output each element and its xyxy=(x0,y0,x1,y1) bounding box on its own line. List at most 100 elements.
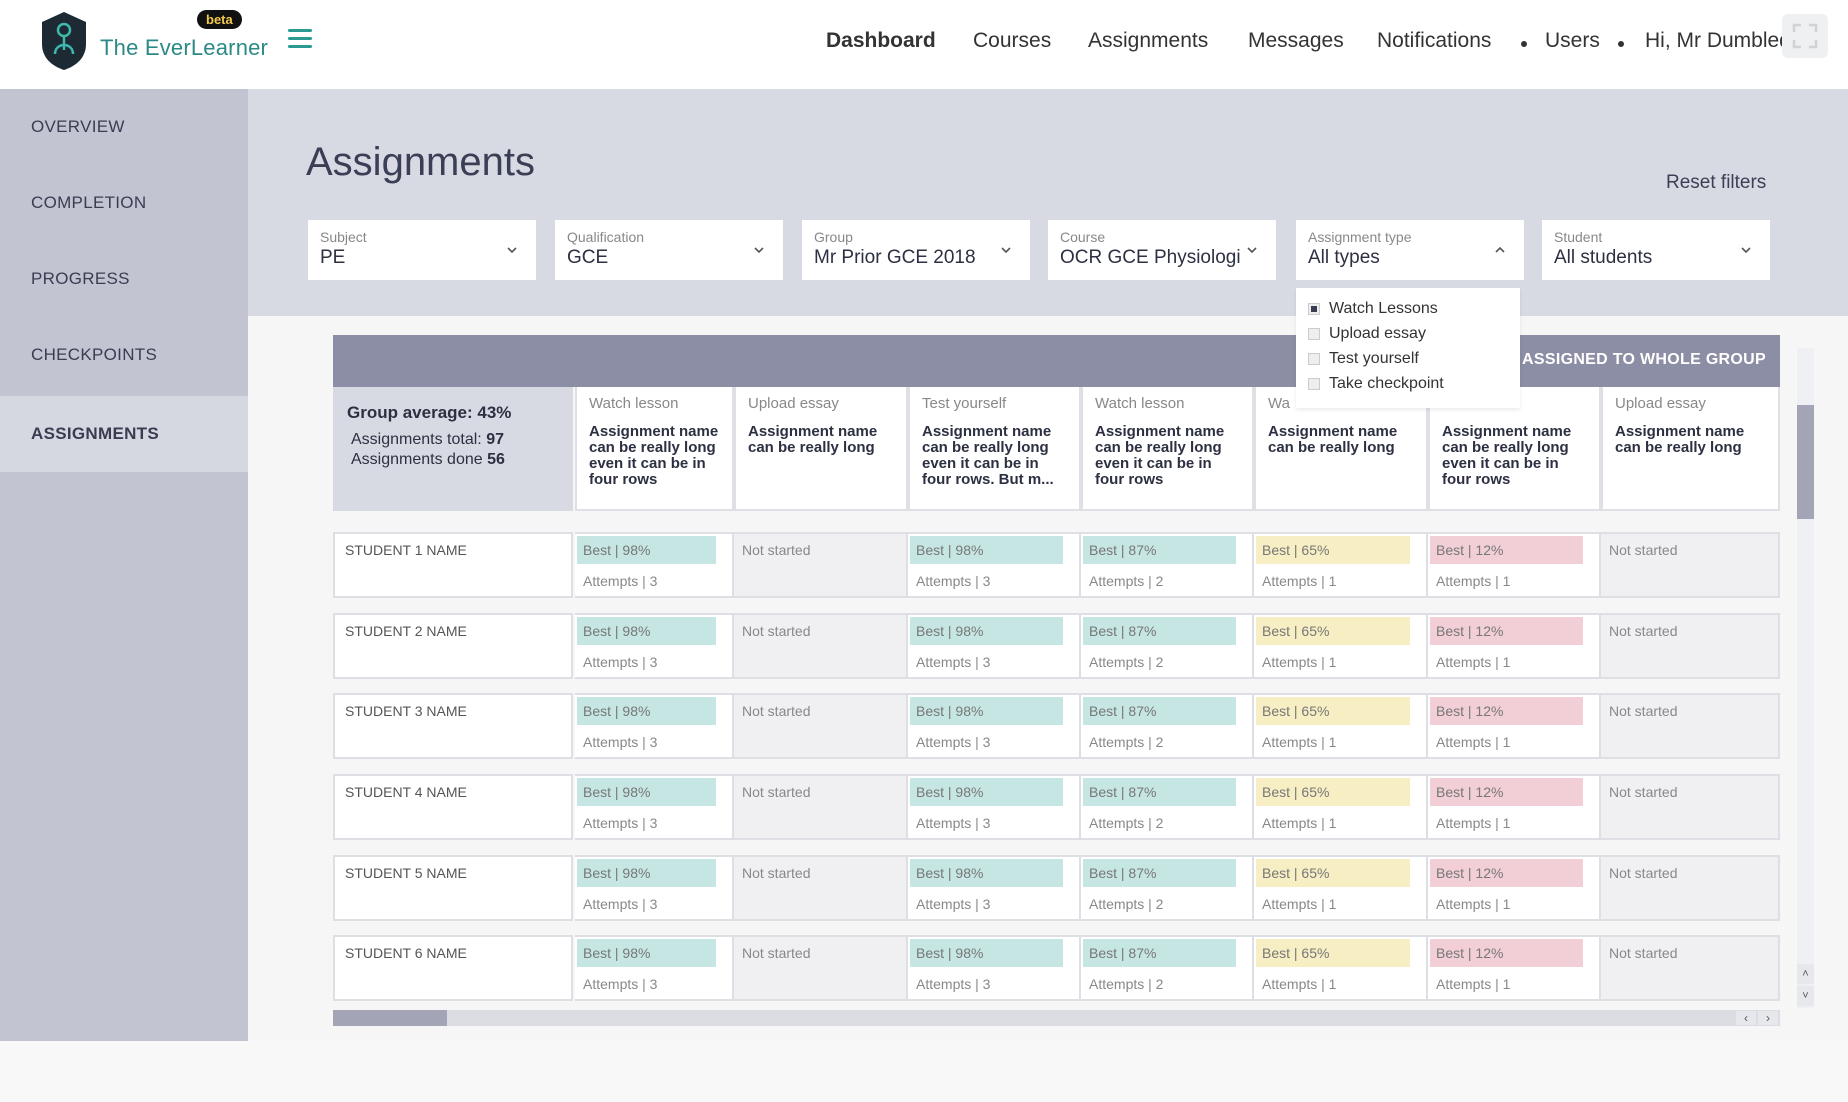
reset-filters-link[interactable]: Reset filters xyxy=(1666,172,1767,193)
attempts-count: Attempts | 3 xyxy=(916,896,991,912)
nav-assignments[interactable]: Assignments xyxy=(1088,29,1209,52)
assignment-result-cell[interactable]: Best | 65% Attempts | 1 xyxy=(1254,774,1428,840)
dropdown-option-take-checkpoint[interactable]: Take checkpoint xyxy=(1308,371,1508,396)
assignment-result-cell[interactable]: Best | 87% Attempts | 2 xyxy=(1081,693,1254,759)
assignment-result-cell[interactable]: Best | 87% Attempts | 2 xyxy=(1081,532,1254,598)
assignment-result-cell[interactable]: Not started xyxy=(1601,855,1780,921)
subject-filter[interactable]: Subject PE xyxy=(308,220,536,280)
student-filter[interactable]: Student All students xyxy=(1542,220,1770,280)
assignment-result-cell[interactable]: Best | 87% Attempts | 2 xyxy=(1081,855,1254,921)
assignment-result-cell[interactable]: Best | 12% Attempts | 1 xyxy=(1428,774,1601,840)
nav-user-greeting[interactable]: Hi, Mr Dumbledore xyxy=(1645,29,1822,52)
nav-users[interactable]: Users xyxy=(1545,29,1600,52)
checkbox[interactable] xyxy=(1308,352,1320,365)
assignment-result-cell[interactable]: Best | 65% Attempts | 1 xyxy=(1254,693,1428,759)
nav-dashboard[interactable]: Dashboard xyxy=(826,29,936,52)
student-name[interactable]: STUDENT 6 NAME xyxy=(333,935,573,1001)
dropdown-option-test-yourself[interactable]: Test yourself xyxy=(1308,346,1508,371)
assignment-result-cell[interactable]: Best | 98% Attempts | 3 xyxy=(575,935,734,1001)
attempts-count: Attempts | 3 xyxy=(916,654,991,670)
assignment-result-cell[interactable]: Best | 12% Attempts | 1 xyxy=(1428,935,1601,1001)
assignment-result-cell[interactable]: Best | 98% Attempts | 3 xyxy=(575,693,734,759)
student-name[interactable]: STUDENT 2 NAME xyxy=(333,613,573,679)
assignment-column-header[interactable]: Upload essay Assignment name can be reall… xyxy=(734,387,908,511)
best-score: Best | 98% xyxy=(577,939,716,967)
checkbox[interactable] xyxy=(1308,327,1320,340)
assignment-result-cell[interactable]: Not started xyxy=(1601,613,1780,679)
assignment-result-cell[interactable]: Best | 98% Attempts | 3 xyxy=(908,855,1081,921)
assignment-result-cell[interactable]: Best | 65% Attempts | 1 xyxy=(1254,935,1428,1001)
assignment-result-cell[interactable]: Best | 87% Attempts | 2 xyxy=(1081,774,1254,840)
assignment-result-cell[interactable]: Best | 87% Attempts | 2 xyxy=(1081,935,1254,1001)
assignment-result-cell[interactable]: Not started xyxy=(1601,935,1780,1001)
assignment-type-filter[interactable]: Assignment type All types xyxy=(1296,220,1524,280)
dropdown-option-watch-lessons[interactable]: Watch Lessons xyxy=(1308,296,1508,321)
nav-notifications[interactable]: Notifications xyxy=(1377,29,1492,52)
student-name[interactable]: STUDENT 4 NAME xyxy=(333,774,573,840)
student-name[interactable]: STUDENT 3 NAME xyxy=(333,693,573,759)
assignment-result-cell[interactable]: Best | 98% Attempts | 3 xyxy=(575,613,734,679)
assignment-result-cell[interactable]: Best | 98% Attempts | 3 xyxy=(908,935,1081,1001)
assignment-result-cell[interactable]: Not started xyxy=(1601,774,1780,840)
best-score: Best | 98% xyxy=(910,536,1063,564)
group-filter[interactable]: Group Mr Prior GCE 2018 xyxy=(802,220,1030,280)
student-name[interactable]: STUDENT 1 NAME xyxy=(333,532,573,598)
vertical-scrollbar[interactable]: ˄ ˅ xyxy=(1797,348,1814,1008)
assignment-result-cell[interactable]: Best | 12% Attempts | 1 xyxy=(1428,532,1601,598)
filter-label: Student xyxy=(1554,229,1603,245)
scroll-up-icon[interactable]: ˄ xyxy=(1797,964,1814,984)
assignment-result-cell[interactable]: Best | 65% Attempts | 1 xyxy=(1254,532,1428,598)
assignment-result-cell[interactable]: Best | 98% Attempts | 3 xyxy=(908,693,1081,759)
top-nav: Dashboard Courses Assignments Messages N… xyxy=(0,29,1848,59)
horizontal-scrollbar[interactable]: ‹ › xyxy=(333,1010,1780,1026)
dropdown-option-upload-essay[interactable]: Upload essay xyxy=(1308,321,1508,346)
assignment-column-header[interactable]: Watch lesson Assignment name can be reall… xyxy=(575,387,734,511)
assignment-result-cell[interactable]: Best | 87% Attempts | 2 xyxy=(1081,613,1254,679)
horizontal-scroll-thumb[interactable] xyxy=(333,1010,447,1026)
sidebar-item-assignments[interactable]: ASSIGNMENTS xyxy=(0,396,248,472)
assignment-result-cell[interactable]: Not started xyxy=(734,935,908,1001)
assignment-result-cell[interactable]: Best | 65% Attempts | 1 xyxy=(1254,855,1428,921)
vertical-scroll-thumb[interactable] xyxy=(1797,405,1814,519)
assignment-result-cell[interactable]: Not started xyxy=(734,855,908,921)
checkbox[interactable] xyxy=(1308,377,1320,390)
assignment-result-cell[interactable]: Best | 98% Attempts | 3 xyxy=(908,774,1081,840)
scroll-left-icon[interactable]: ‹ xyxy=(1736,1011,1756,1025)
assignment-result-cell[interactable]: Not started xyxy=(734,613,908,679)
assignment-result-cell[interactable]: Best | 98% Attempts | 3 xyxy=(575,532,734,598)
assigned-whole-group-label: ASSIGNED TO WHOLE GROUP xyxy=(1522,351,1766,368)
assignment-result-cell[interactable]: Not started xyxy=(1601,532,1780,598)
hamburger-menu-icon[interactable] xyxy=(288,29,314,51)
assignment-column-header[interactable]: Test yourself Assignment name can be real… xyxy=(908,387,1081,511)
sidebar-item-completion[interactable]: COMPLETION xyxy=(31,193,147,212)
assignment-result-cell[interactable]: Best | 98% Attempts | 3 xyxy=(908,613,1081,679)
assignment-result-cell[interactable]: Best | 12% Attempts | 1 xyxy=(1428,693,1601,759)
assignment-result-cell[interactable]: Not started xyxy=(734,532,908,598)
student-name[interactable]: STUDENT 5 NAME xyxy=(333,855,573,921)
scroll-right-icon[interactable]: › xyxy=(1758,1011,1778,1025)
best-score: Best | 98% xyxy=(910,778,1063,806)
sidebar-item-checkpoints[interactable]: CHECKPOINTS xyxy=(31,345,158,364)
assignment-result-cell[interactable]: Best | 12% Attempts | 1 xyxy=(1428,613,1601,679)
assignment-result-cell[interactable]: Not started xyxy=(734,693,908,759)
nav-courses[interactable]: Courses xyxy=(973,29,1052,52)
assignment-column-header[interactable]: Watch lesson Assignment name can be reall… xyxy=(1081,387,1254,511)
course-filter[interactable]: Course OCR GCE Physiologic xyxy=(1048,220,1276,280)
assignment-result-cell[interactable]: Best | 12% Attempts | 1 xyxy=(1428,855,1601,921)
assignment-result-cell[interactable]: Best | 98% Attempts | 3 xyxy=(908,532,1081,598)
qualification-filter[interactable]: Qualification GCE xyxy=(555,220,783,280)
scroll-down-icon[interactable]: ˅ xyxy=(1797,986,1814,1006)
assignment-result-cell[interactable]: Not started xyxy=(1601,693,1780,759)
assignment-result-cell[interactable]: Best | 98% Attempts | 3 xyxy=(575,855,734,921)
nav-messages[interactable]: Messages xyxy=(1248,29,1344,52)
checkbox-checked[interactable] xyxy=(1308,302,1320,315)
assignment-column-header[interactable]: Upload essay Assignment name can be reall… xyxy=(1601,387,1780,511)
assignment-result-cell[interactable]: Best | 98% Attempts | 3 xyxy=(575,774,734,840)
assignment-result-cell[interactable]: Not started xyxy=(734,774,908,840)
attempts-count: Attempts | 3 xyxy=(583,654,658,670)
assignment-result-cell[interactable]: Best | 65% Attempts | 1 xyxy=(1254,613,1428,679)
sidebar-item-progress[interactable]: PROGRESS xyxy=(31,269,130,288)
sidebar-item-overview[interactable]: OVERVIEW xyxy=(31,117,125,136)
fullscreen-icon[interactable] xyxy=(1782,14,1828,58)
